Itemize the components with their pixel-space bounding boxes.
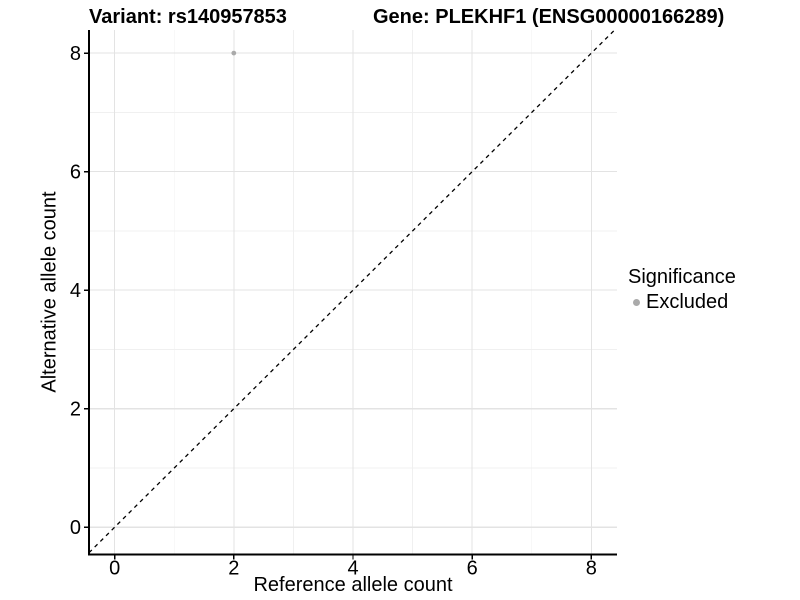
x-tick-label: 8 [586,558,597,580]
x-tick-label: 4 [347,558,358,580]
y-axis-title: Alternative allele count [38,191,61,393]
data-point [231,50,237,56]
x-axis-title: Reference allele count [253,574,453,596]
y-tick-label: 0 [70,517,81,539]
identity-line [88,29,616,554]
y-tick-label: 8 [70,43,81,65]
y-tick-label: 4 [70,280,81,302]
x-tick-label: 0 [109,558,120,580]
legend: Significance Excluded [628,265,736,315]
y-tick-label: 2 [70,399,81,421]
variant-title: Variant: rs140957853 [89,6,287,28]
legend-title: Significance [628,266,736,288]
x-tick-label: 6 [467,558,478,580]
gene-title: Gene: PLEKHF1 (ENSG00000166289) [373,6,725,28]
excluded-point-icon [633,299,640,306]
y-tick-label: 6 [70,162,81,184]
legend-entry-excluded: Excluded [628,290,736,315]
x-tick-label: 2 [228,558,239,580]
legend-entry-label: Excluded [646,291,729,313]
